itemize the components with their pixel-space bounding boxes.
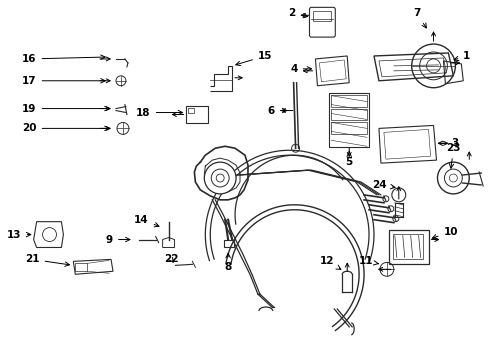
Text: 23: 23 xyxy=(446,143,460,168)
Text: 10: 10 xyxy=(431,226,457,239)
Bar xyxy=(392,234,422,260)
Bar xyxy=(331,95,366,107)
Text: 11: 11 xyxy=(358,256,378,266)
Bar xyxy=(331,109,366,121)
Text: 6: 6 xyxy=(267,105,286,116)
Bar xyxy=(313,11,331,21)
Bar xyxy=(188,108,194,113)
Text: 14: 14 xyxy=(134,215,159,227)
Text: 18: 18 xyxy=(136,108,182,117)
Text: 20: 20 xyxy=(22,123,109,134)
Text: 16: 16 xyxy=(22,54,105,64)
Text: 9: 9 xyxy=(106,234,130,244)
Text: 5: 5 xyxy=(345,152,352,167)
Text: 3: 3 xyxy=(437,138,458,148)
Circle shape xyxy=(204,162,236,194)
Text: 19: 19 xyxy=(22,104,109,113)
Polygon shape xyxy=(194,146,247,200)
Text: 17: 17 xyxy=(22,76,105,86)
Bar xyxy=(186,105,208,123)
Text: 1: 1 xyxy=(453,51,469,61)
Bar xyxy=(75,264,87,271)
Text: 24: 24 xyxy=(371,180,394,190)
Text: 12: 12 xyxy=(319,256,340,269)
Bar xyxy=(224,239,234,247)
Bar xyxy=(328,93,368,147)
Bar xyxy=(331,122,366,134)
Text: 21: 21 xyxy=(25,255,69,266)
Text: 15: 15 xyxy=(235,51,272,66)
Text: 4: 4 xyxy=(289,64,311,74)
Text: 8: 8 xyxy=(224,253,231,272)
Text: 2: 2 xyxy=(288,8,307,18)
Text: 13: 13 xyxy=(7,230,31,239)
Text: 7: 7 xyxy=(412,8,426,28)
Bar xyxy=(388,230,427,264)
Text: 22: 22 xyxy=(163,255,178,264)
